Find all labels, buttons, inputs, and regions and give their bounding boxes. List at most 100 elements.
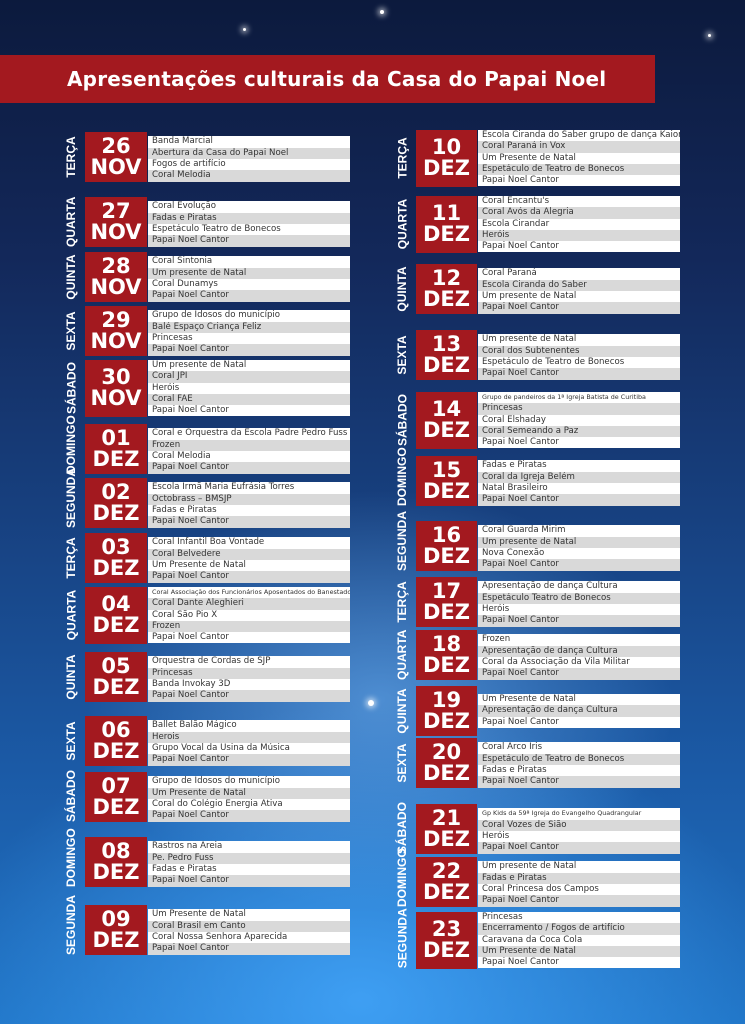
event-item: Papai Noel Cantor [478, 494, 680, 506]
date-day: 28 [101, 254, 131, 278]
date-badge: 01 DEZ [85, 424, 147, 474]
event-item: Coral Evolução [152, 201, 217, 212]
date-badge: 02 DEZ [85, 478, 147, 528]
event-item: Fadas e Piratas [148, 212, 350, 224]
date-badge: 21 DEZ [416, 804, 477, 854]
event-item: Octobrass – BMSJP [148, 493, 350, 505]
event-item: Papai Noel Cantor [478, 668, 680, 680]
event-item: Coral JPI [148, 371, 350, 383]
date-day: 17 [431, 579, 462, 603]
date-badge: 05 DEZ [85, 652, 147, 702]
event-list: Um presente de Natal Coral dos Subtenente… [478, 334, 680, 380]
star-decoration [708, 34, 711, 37]
event-item: Encerramento / Fogos de artifício [478, 923, 680, 935]
date-month: DEZ [92, 739, 140, 763]
event-list: Ballet Balão Mágico Herois Grupo Vocal da … [148, 720, 350, 766]
event-item: Princesas [482, 912, 523, 922]
event-list: Frozen Apresentação de dança Cultura Coral… [478, 634, 680, 680]
event-list: Coral Evolução Fadas e Piratas Espetáculo … [148, 201, 350, 247]
date-month: NOV [90, 386, 142, 411]
event-item: Natal Brasileiro [482, 482, 548, 493]
date-badge: 17 DEZ [416, 577, 477, 627]
date-badge: 14 DEZ [416, 392, 477, 449]
date-month: DEZ [422, 418, 470, 443]
date-month: DEZ [92, 447, 140, 471]
event-item: Papai Noel Cantor [148, 235, 350, 247]
event-item: Coral Associação dos Funcionários Aposen… [152, 588, 350, 596]
weekday-label: SÁBADO [64, 769, 78, 822]
event-item: Coral Sintonia [152, 256, 213, 267]
event-item: Ballet Balão Mágico [152, 720, 237, 731]
event-item: Papai Noel Cantor [478, 615, 680, 627]
date-day: 21 [431, 806, 462, 830]
event-item: Rastros na Areia [152, 841, 223, 852]
date-badge: 03 DEZ [85, 533, 147, 583]
weekday-label: SEGUNDA [64, 894, 78, 955]
date-badge: 29 NOV [85, 306, 147, 356]
weekday-label: SEGUNDA [395, 908, 409, 969]
event-item: Fadas e Piratas [478, 872, 680, 884]
event-item: Um presente de Natal [148, 267, 350, 279]
event-item: Papai Noel Cantor [482, 175, 559, 186]
date-day: 15 [431, 458, 462, 482]
event-item: Um Presente de Natal [152, 909, 246, 920]
weekday-label: TERÇA [395, 137, 409, 179]
event-item: Caravana da Coca Cola [482, 934, 583, 945]
event-item: Coral Infantil Boa Vontade [152, 537, 265, 548]
date-day: 13 [431, 332, 462, 356]
event-item: Coral Princesa dos Campos [482, 883, 599, 894]
weekday-label: SEXTA [395, 335, 409, 375]
event-item: Papai Noel Cantor [478, 559, 680, 571]
event-item: Um Presente de Natal [152, 559, 246, 570]
date-day: 14 [431, 397, 462, 422]
event-list: Rastros na Areia Pe. Pedro Fuss Fadas e Pi… [148, 841, 350, 887]
event-item: Papai Noel Cantor [148, 571, 350, 583]
event-list: Escola Ciranda do Saber grupo de dança K… [478, 130, 680, 187]
date-day: 09 [101, 907, 131, 931]
event-list: Grupo de pandeiros da 1ª Igreja Batista … [478, 392, 680, 449]
date-month: NOV [90, 220, 142, 244]
date-month: DEZ [422, 479, 470, 503]
event-item: Papai Noel Cantor [478, 776, 680, 788]
date-month: DEZ [422, 938, 470, 963]
event-item: Escola Cirandar [482, 218, 550, 229]
date-month: DEZ [92, 860, 140, 884]
event-list: Banda Marcial Abertura da Casa do Papai N… [148, 136, 350, 182]
event-item: Frozen [148, 620, 350, 633]
event-item: Papai Noel Cantor [148, 462, 350, 474]
event-item: Papai Noel Cantor [152, 632, 229, 643]
weekday-label: TERÇA [64, 136, 78, 178]
date-day: 29 [101, 308, 131, 332]
event-list: Um presente de Natal Coral JPI Heróis Coral… [148, 360, 350, 417]
date-badge: 22 DEZ [416, 857, 477, 907]
event-item: Papai Noel Cantor [148, 690, 350, 702]
date-day: 27 [101, 199, 131, 223]
date-month: DEZ [422, 600, 470, 624]
event-item: Fogos de artifício [152, 158, 226, 169]
event-item: Espetáculo Teatro de Bonecos [152, 223, 281, 234]
date-day: 18 [431, 632, 462, 656]
event-item: Papai Noel Cantor [152, 405, 229, 416]
weekday-label: QUARTA [395, 199, 409, 250]
date-badge: 18 DEZ [416, 630, 477, 680]
event-item: Herois [148, 731, 350, 743]
event-item: Coral Guarda Mirim [482, 525, 566, 536]
date-badge: 04 DEZ [85, 587, 147, 644]
date-month: DEZ [422, 287, 470, 311]
event-item: Frozen [148, 439, 350, 451]
event-item: Coral Belvedere [148, 548, 350, 560]
event-item: Um Presente de Natal [148, 787, 350, 799]
event-item: Papai Noel Cantor [148, 810, 350, 822]
event-item: Grupo de pandeiros da 1ª Igreja Batista … [482, 393, 646, 401]
event-item: Um presente de Natal [152, 360, 247, 370]
event-item: Coral Elshaday [482, 414, 546, 425]
date-month: DEZ [422, 156, 470, 181]
weekday-label: SEXTA [395, 743, 409, 783]
event-item: Fadas e Piratas [152, 504, 217, 515]
page-title: Apresentações culturais da Casa do Papai… [67, 67, 607, 91]
event-item: Papai Noel Cantor [482, 437, 559, 448]
event-item: Coral Melodia [148, 170, 350, 182]
event-item: Espetáculo Teatro de Bonecos [478, 592, 680, 604]
event-list: Escola Irmã Maria Eufrásia Torres Octobra… [148, 482, 350, 528]
weekday-label: SEXTA [64, 311, 78, 351]
